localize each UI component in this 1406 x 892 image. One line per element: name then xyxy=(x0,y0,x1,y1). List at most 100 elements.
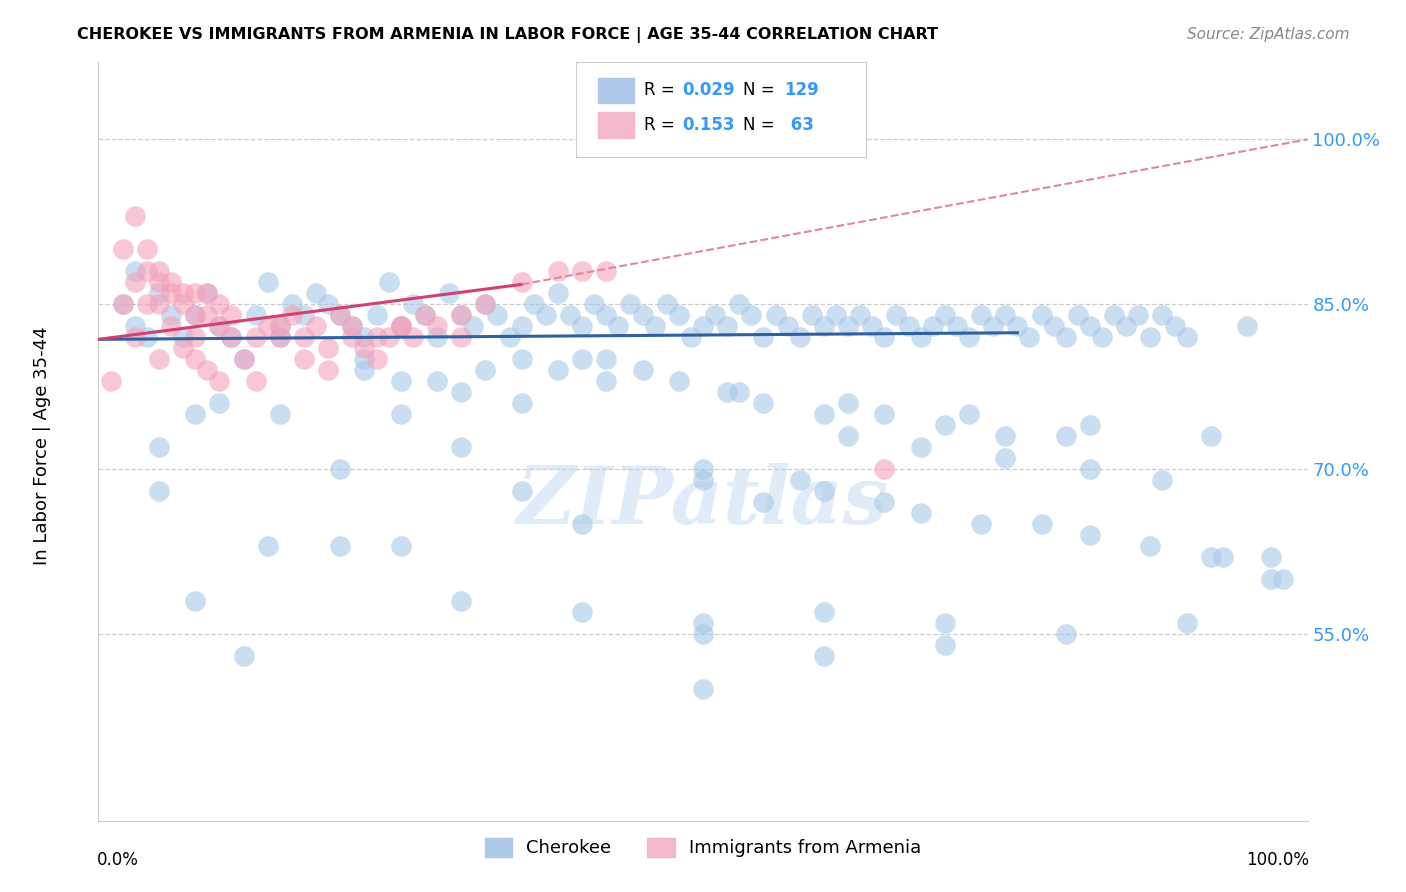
Point xyxy=(329,308,352,322)
Point xyxy=(692,462,714,476)
Point xyxy=(886,308,908,322)
Point xyxy=(329,462,352,476)
Point xyxy=(135,297,157,311)
Point xyxy=(292,308,315,322)
Point xyxy=(172,330,194,344)
Point xyxy=(342,319,364,334)
Point xyxy=(232,352,254,367)
Point xyxy=(160,275,183,289)
Point xyxy=(1175,615,1198,630)
Point xyxy=(837,319,859,334)
Point xyxy=(208,297,231,311)
Point xyxy=(1018,330,1040,344)
Point xyxy=(402,330,425,344)
Point xyxy=(426,319,449,334)
Point xyxy=(1163,319,1185,334)
Point xyxy=(813,319,835,334)
Point xyxy=(547,264,569,278)
Point xyxy=(934,638,956,652)
Point xyxy=(111,297,134,311)
Point xyxy=(1128,308,1150,322)
Point xyxy=(994,429,1017,443)
Point xyxy=(184,330,207,344)
Point xyxy=(692,681,714,696)
FancyBboxPatch shape xyxy=(576,62,866,157)
Point xyxy=(148,275,170,289)
Point xyxy=(1078,462,1101,476)
Point xyxy=(1139,539,1161,553)
Point xyxy=(377,330,399,344)
Point xyxy=(1031,516,1053,531)
Point xyxy=(353,341,375,355)
Point xyxy=(595,308,617,322)
Point xyxy=(353,330,375,344)
Point xyxy=(1054,429,1077,443)
Text: 100.0%: 100.0% xyxy=(1246,851,1309,869)
Point xyxy=(450,308,472,322)
Point xyxy=(413,308,436,322)
Point xyxy=(184,594,207,608)
Text: R =: R = xyxy=(644,81,679,99)
FancyBboxPatch shape xyxy=(598,112,634,137)
Point xyxy=(970,308,993,322)
Point xyxy=(316,341,339,355)
Point xyxy=(921,319,943,334)
Text: 0.029: 0.029 xyxy=(682,81,735,99)
Point xyxy=(437,286,460,301)
Text: 0.153: 0.153 xyxy=(682,116,735,134)
Point xyxy=(607,319,630,334)
Point xyxy=(752,396,775,410)
Point xyxy=(957,330,980,344)
Point xyxy=(547,286,569,301)
Point xyxy=(571,516,593,531)
Point xyxy=(910,506,932,520)
Point xyxy=(655,297,678,311)
Text: N =: N = xyxy=(742,116,780,134)
Point xyxy=(221,330,243,344)
Point xyxy=(366,308,388,322)
Point xyxy=(692,319,714,334)
Point xyxy=(728,385,751,400)
Point xyxy=(160,319,183,334)
Point xyxy=(1199,549,1222,564)
Point xyxy=(981,319,1004,334)
Point xyxy=(208,374,231,388)
Point xyxy=(135,330,157,344)
Point xyxy=(292,352,315,367)
Point xyxy=(704,308,727,322)
Text: 129: 129 xyxy=(785,81,818,99)
Point xyxy=(124,209,146,223)
Point xyxy=(389,319,412,334)
Point xyxy=(1139,330,1161,344)
Point xyxy=(366,330,388,344)
Point xyxy=(897,319,920,334)
Point xyxy=(184,286,207,301)
Point xyxy=(510,483,533,498)
FancyBboxPatch shape xyxy=(598,78,634,103)
Point xyxy=(450,330,472,344)
Point xyxy=(281,297,304,311)
Point xyxy=(450,594,472,608)
Point xyxy=(305,319,328,334)
Point xyxy=(1260,549,1282,564)
Point xyxy=(172,297,194,311)
Point xyxy=(837,396,859,410)
Point xyxy=(571,605,593,619)
Point xyxy=(510,319,533,334)
Point xyxy=(474,363,496,377)
Point xyxy=(668,308,690,322)
Point xyxy=(377,275,399,289)
Point xyxy=(342,319,364,334)
Point xyxy=(269,330,291,344)
Legend: Cherokee, Immigrants from Armenia: Cherokee, Immigrants from Armenia xyxy=(478,830,928,864)
Point xyxy=(245,330,267,344)
Point xyxy=(825,308,848,322)
Point xyxy=(813,648,835,663)
Point xyxy=(752,495,775,509)
Point xyxy=(765,308,787,322)
Point xyxy=(946,319,969,334)
Text: R =: R = xyxy=(644,116,679,134)
Point xyxy=(269,407,291,421)
Point xyxy=(184,308,207,322)
Point xyxy=(957,407,980,421)
